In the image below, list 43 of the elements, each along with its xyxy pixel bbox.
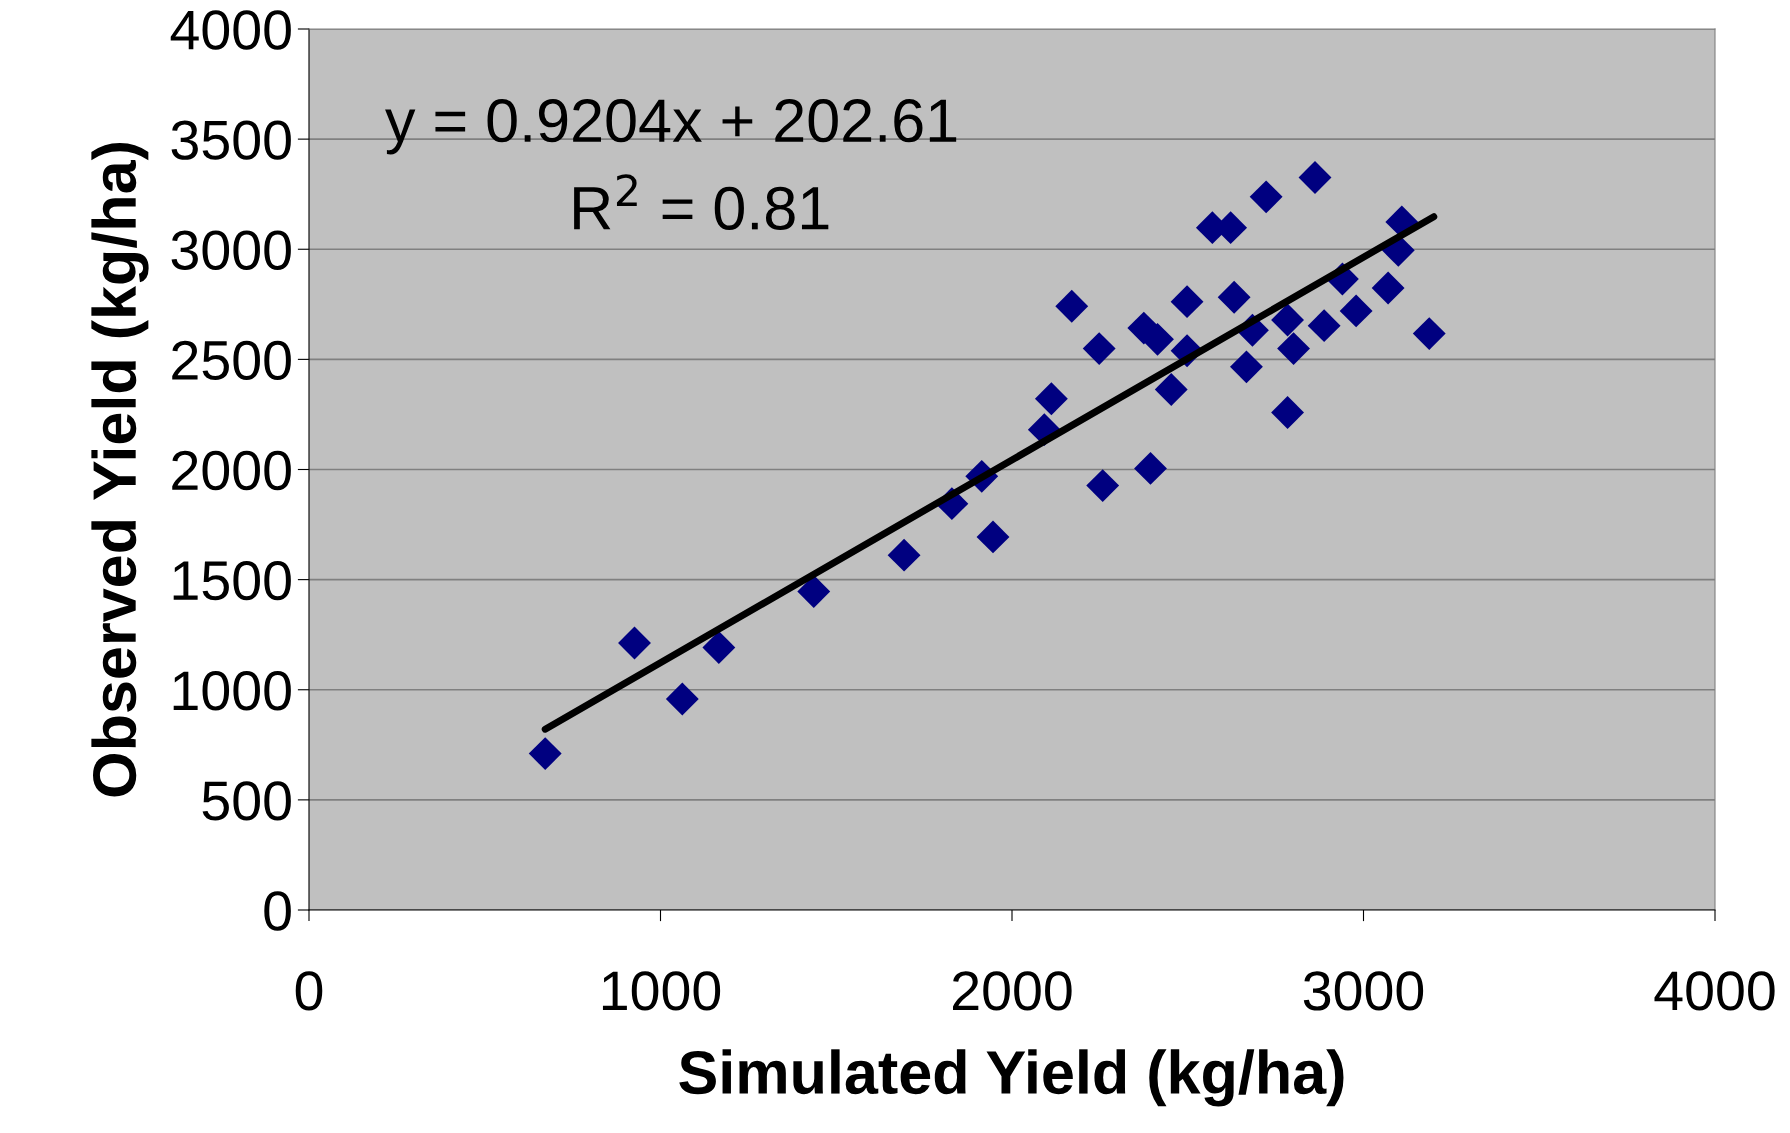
point [1082,332,1116,366]
point [976,520,1010,554]
point [1271,396,1305,429]
y-tick-label: 3000 [171,230,291,270]
point [1034,382,1068,416]
point [797,575,831,608]
y-tick-label: 4000 [170,10,291,50]
point [887,538,921,572]
x-axis-title: Simulated Yield (kg/ha) [679,1049,1344,1107]
x-tick-label: 0 [295,971,323,1011]
y-tick-label: 3500 [171,120,291,160]
point [1170,285,1204,319]
point [1249,180,1283,214]
point [1134,451,1167,485]
point [702,631,736,664]
point [1055,289,1089,323]
point [528,737,562,771]
point [618,626,651,660]
y-tick-label: 2500 [172,340,291,381]
x-tick-label: 4000 [1654,971,1775,1011]
annotation: R$^{2}$ = 0.81 [574,174,829,230]
x-tick-label: 3000 [1303,971,1424,1011]
point [1298,161,1332,194]
x-tick-label: 2000 [953,971,1072,1011]
y-axis-title: Observed Yield (kg/ha) [91,143,149,797]
y-tick-label: 1500 [173,560,291,601]
y-tick-label: 2000 [172,450,291,491]
point [1086,469,1120,503]
x-tick-label: 1000 [602,971,721,1011]
point [1412,317,1446,351]
point [665,682,699,716]
point [1371,271,1405,305]
point [1307,309,1341,343]
y-tick-label: 1000 [173,671,291,711]
y-tick-label: 500 [202,781,291,821]
point [1217,280,1251,314]
point [1154,373,1188,406]
point [1271,303,1305,337]
point [1339,294,1373,328]
annotation: y = 0.9204x + 202.61 [385,99,957,155]
point [1230,350,1263,384]
y-tick-label: 0 [264,891,291,931]
point [1277,332,1310,366]
